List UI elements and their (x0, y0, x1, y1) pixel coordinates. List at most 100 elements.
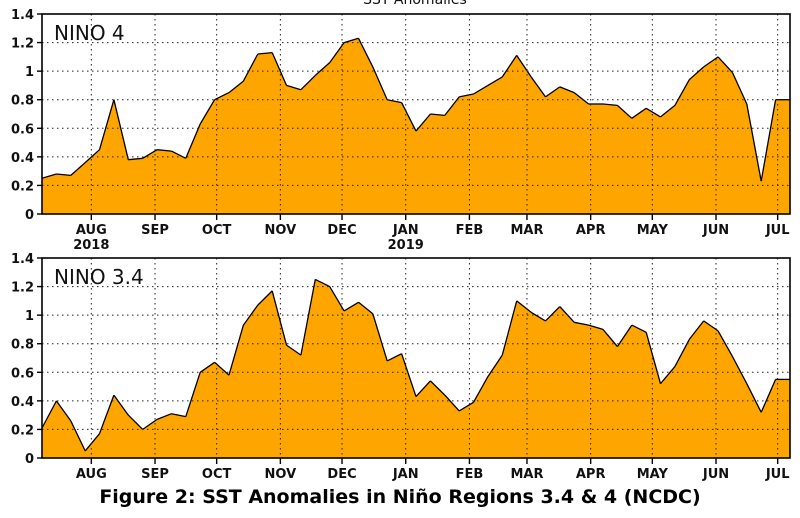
nino34-ytick-label: 0 (25, 452, 34, 467)
nino4-line-segment (717, 56, 733, 74)
nino4-line-segment (430, 113, 445, 117)
nino34-plot-frame (41, 257, 791, 459)
nino34-line-segment (127, 414, 144, 430)
nino34-ytick-label: 1 (25, 309, 34, 324)
nino34-line-segment (574, 321, 589, 326)
nino4-xtick-label: JUL (765, 223, 790, 238)
nino34-line-segment (257, 290, 273, 306)
nino34-line-segment (415, 380, 431, 398)
nino34-ytick-label: 0.8 (11, 338, 34, 353)
nino4-xtick-label: MAR (510, 223, 543, 238)
nino34-line-segment (400, 353, 417, 397)
nino4-line-segment (444, 96, 460, 116)
nino4-line-segment (300, 74, 316, 91)
nino34-line-segment (545, 306, 561, 322)
nino34-line-segment (602, 328, 618, 348)
nino34-xtick-label: AUG (76, 467, 107, 482)
nino34-line-segment (559, 306, 575, 323)
nino34-xtick-label: MAY (637, 467, 669, 482)
nino4-line-segment (286, 84, 302, 91)
nino4-xtick-label: APR (576, 223, 606, 238)
nino34-line-segment (645, 332, 662, 384)
nino34-line-segment (516, 300, 532, 313)
figure-caption: Figure 2: SST Anomalies in Niño Regions … (99, 486, 701, 508)
nino4-ytick-label: 1 (25, 65, 34, 80)
nino4-line-segment (530, 76, 547, 98)
nino34-line-segment (271, 290, 288, 346)
nino4-line-segment (703, 56, 719, 68)
nino34-xtick-label: JUL (765, 467, 790, 482)
nino4-line-segment (157, 149, 172, 152)
nino34-line-segment (228, 324, 245, 376)
top-title: SST Anomalies (363, 0, 467, 8)
nino4-line-segment (257, 51, 273, 55)
nino4-line-segment (314, 62, 331, 76)
nino4-line-segment (142, 149, 158, 159)
nino4-line-segment (387, 99, 402, 104)
nino4-line-segment (746, 103, 762, 182)
nino4-ytick-label: 1.4 (11, 8, 34, 23)
nino4-line-segment (487, 76, 503, 86)
nino34-line-segment (616, 324, 633, 347)
nino4-xtick-label: JAN (392, 223, 419, 238)
nino34-xtick-label: NOV (265, 467, 297, 482)
nino4-ytick-label: 0.6 (11, 122, 34, 137)
nino4-ytick-label: 0.4 (11, 151, 34, 166)
nino4-line-segment (573, 92, 590, 105)
nino34-line-segment (472, 376, 489, 403)
nino34-line-segment (113, 394, 129, 416)
nino4-plot-frame (41, 13, 791, 215)
nino4-line-segment (688, 66, 705, 81)
nino4-line-segment (545, 86, 561, 98)
nino4-line-segment (271, 52, 288, 86)
nino34-panel-title: NINO 3.4 (54, 265, 144, 289)
nino34-line-segment (343, 301, 359, 312)
nino4-line-segment (84, 149, 100, 164)
nino34-line-segment (185, 372, 201, 417)
nino34-xtick-label: JAN (392, 467, 419, 482)
nino34-line-segment (501, 300, 518, 356)
nino4-ytick-label: 0 (25, 208, 34, 223)
nino4-line-segment (516, 55, 532, 78)
nino34-line-segment (746, 383, 762, 413)
nino34-line-segment (300, 279, 316, 356)
nino4-line-segment (56, 173, 71, 177)
nino34-xtick-label: SEP (141, 467, 169, 482)
nino4-xtick-label: NOV (265, 223, 297, 238)
nino34-line-segment (70, 420, 86, 452)
nino34-line-segment (660, 366, 676, 385)
figure: SST Anomalies 0 0.2 0.4 0.6 0.8 1 1.2 1.4 AUG SEP… (11, 0, 791, 482)
nino34-line-segment (674, 339, 690, 367)
nino4-line-segment (113, 99, 129, 160)
nino34-ytick-label: 0.6 (11, 366, 34, 381)
nino4-line-segment (602, 103, 618, 107)
nino4-panel: 0 0.2 0.4 0.6 0.8 1 1.2 1.4 AUG SEP OCT NOV DEC JAN FE… (11, 8, 791, 253)
nino4-xtick-label: JUN (702, 223, 729, 238)
nino4-line-segment (199, 99, 216, 125)
nino34-line-segment (286, 344, 302, 356)
nino34-line-segment (84, 433, 100, 452)
nino34-line-segment (358, 301, 374, 315)
nino34-ytick-label: 1.2 (11, 281, 34, 296)
nino34-line-segment (717, 330, 734, 357)
nino4-line-segment (459, 93, 474, 98)
nino4-line-segment (98, 99, 115, 150)
nino4-xtick-label: MAY (637, 223, 669, 238)
nino4-line-segment (501, 55, 518, 78)
nino4-year-label: 2019 (388, 238, 424, 253)
nino34-line-segment (242, 304, 259, 326)
nino34-line-segment (142, 418, 158, 430)
nino4-xtick-label: SEP (141, 223, 169, 238)
nino4-panel-title: NINO 4 (54, 21, 125, 45)
nino4-line-segment (214, 92, 230, 101)
nino34-line-segment (444, 394, 460, 412)
nino4-line-segment (357, 38, 374, 68)
nino4-line-segment (731, 72, 748, 105)
nino4-xtick-label: DEC (327, 223, 356, 238)
nino34-line-segment (731, 356, 748, 385)
nino4-ytick-label: 1.2 (11, 37, 34, 52)
nino34-line-segment (372, 313, 388, 362)
nino4-line-segment (70, 162, 86, 176)
nino4-line-segment (616, 104, 633, 119)
nino34-line-segment (631, 324, 647, 333)
